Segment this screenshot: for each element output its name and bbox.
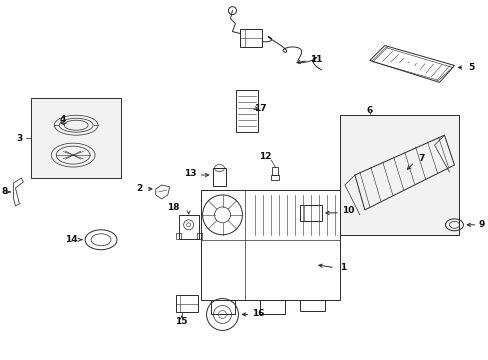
Bar (300, 300, 325, 311)
Text: 13: 13 (184, 168, 197, 177)
Text: 5: 5 (468, 63, 473, 72)
Bar (200, 190, 339, 300)
Bar (240, 28, 262, 46)
Bar (212, 168, 226, 186)
Text: 17: 17 (253, 104, 266, 113)
Bar (300, 205, 322, 221)
Text: 4: 4 (60, 115, 66, 124)
Bar (175, 233, 181, 239)
Bar (272, 167, 278, 175)
Text: 11: 11 (309, 55, 322, 64)
Text: 9: 9 (477, 220, 484, 229)
Text: 18: 18 (167, 203, 180, 212)
Bar (196, 233, 201, 239)
Text: 3: 3 (16, 134, 22, 143)
Bar (339, 115, 459, 235)
Text: 15: 15 (175, 317, 187, 326)
Text: 6: 6 (366, 106, 372, 115)
Text: 14: 14 (65, 235, 77, 244)
Bar (260, 300, 285, 315)
Text: 16: 16 (252, 309, 264, 318)
Text: 12: 12 (259, 152, 271, 161)
Text: 10: 10 (341, 206, 353, 215)
Text: 1: 1 (339, 263, 346, 272)
Bar (31, 98, 121, 178)
Text: 7: 7 (418, 154, 424, 163)
Bar (236, 90, 258, 132)
Bar (210, 300, 235, 315)
Bar (178, 215, 198, 239)
Bar (175, 294, 197, 312)
Text: 2: 2 (136, 184, 142, 193)
Bar (271, 175, 279, 180)
Text: 8: 8 (1, 188, 8, 197)
